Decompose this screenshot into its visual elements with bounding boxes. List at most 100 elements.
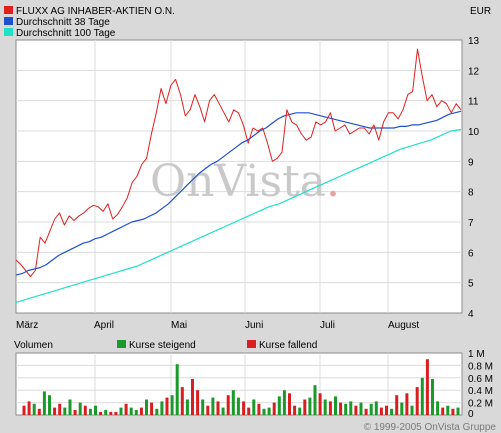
volume-bar [359, 402, 363, 415]
volume-bar [415, 387, 419, 415]
legend-label-price: FLUXX AG INHABER-AKTIEN O.N. [16, 6, 175, 17]
volume-bar [308, 397, 312, 415]
volume-bar [318, 393, 322, 415]
volume-bar [328, 401, 332, 415]
volume-bar [400, 402, 404, 415]
volume-bar [139, 407, 143, 415]
volume-bar [99, 411, 103, 415]
volume-bar [303, 399, 307, 415]
volume-bar [191, 379, 194, 415]
price-y-tick-label: 9 [468, 157, 474, 168]
volume-bar [420, 377, 424, 415]
volume-bar [236, 397, 240, 415]
volume-bar [451, 408, 455, 415]
volume-bar [124, 403, 128, 415]
price-y-tick-label: 4 [468, 309, 474, 320]
volume-bar [58, 403, 62, 415]
volume-bar [221, 407, 225, 415]
volume-bar [185, 399, 189, 415]
volume-bar [216, 401, 220, 415]
volume-bar [298, 407, 302, 415]
volume-bar [282, 390, 286, 415]
volume-bar [42, 391, 46, 415]
price-lines [15, 48, 462, 303]
volume-bar [201, 399, 205, 415]
price-y-tick-label: 11 [468, 97, 479, 108]
volume-bar [349, 401, 353, 415]
volume-bar [114, 411, 118, 415]
price-y-tick-label: 8 [468, 188, 474, 199]
volume-bar [78, 402, 82, 415]
volume-bar [262, 408, 266, 415]
price-y-tick-labels: 4 5 6 7 8 9 10 11 12 13 [468, 36, 480, 320]
volume-bar [53, 407, 57, 415]
volume-bar [63, 407, 67, 415]
volume-y-tick-label: 0.8 M [468, 361, 493, 372]
volume-legend-swatch-falling [247, 340, 256, 348]
price-y-tick-label: 10 [468, 127, 480, 138]
volume-bar [94, 405, 97, 415]
legend-swatch-price [4, 6, 13, 14]
volume-bar [395, 395, 399, 415]
volume-bar [252, 399, 256, 415]
series-line-2 [15, 128, 462, 303]
volume-bar [405, 393, 409, 415]
volume-bar [129, 407, 133, 415]
legend-swatch-avg38 [4, 17, 13, 25]
volume-bar [73, 410, 77, 415]
volume-bar [436, 401, 440, 415]
price-y-tick-label: 12 [468, 66, 480, 77]
volume-bar [441, 407, 445, 415]
volume-bar [293, 405, 297, 415]
volume-legend-rising: Kurse steigend [129, 340, 196, 351]
price-x-tick-label: August [388, 320, 419, 331]
volume-bar [374, 401, 378, 415]
volume-bar [267, 407, 271, 415]
volume-bar [37, 408, 41, 415]
volume-bar [104, 410, 108, 415]
volume-bar [369, 403, 373, 415]
volume-bar [272, 402, 276, 415]
series-line-0 [15, 48, 462, 278]
volume-bar [32, 403, 36, 415]
volume-bar [170, 395, 174, 415]
volume-bar [134, 410, 138, 415]
volume-y-tick-label: 0.2 M [468, 399, 493, 410]
volume-bar [390, 408, 394, 415]
price-y-tick-label: 6 [468, 248, 474, 259]
price-y-tick-label: 5 [468, 279, 474, 290]
volume-bar [410, 405, 414, 415]
volume-y-tick-label: 1 M [468, 349, 485, 360]
volume-bar [446, 405, 450, 415]
volume-bar [334, 396, 337, 415]
volume-bar [22, 405, 26, 415]
volume-y-tick-label: 0 [468, 409, 474, 420]
price-y-tick-label: 7 [468, 218, 474, 229]
volume-bar [27, 401, 31, 415]
volume-title: Volumen [14, 340, 53, 351]
volume-bar [354, 405, 358, 415]
volume-bar [431, 379, 434, 415]
volume-bar [165, 397, 169, 415]
volume-y-tick-label: 0.4 M [468, 386, 493, 397]
volume-bar [180, 387, 184, 415]
copyright: © 1999-2005 OnVista Gruppe [364, 422, 497, 433]
volume-bar [323, 399, 327, 415]
volume-bar [379, 407, 383, 415]
volume-bars [22, 359, 460, 415]
volume-bar [226, 395, 230, 415]
volume-bar [109, 411, 113, 415]
price-x-tick-label: April [94, 320, 114, 331]
volume-bar [344, 403, 348, 415]
volume-bar [257, 403, 261, 415]
volume-bar [425, 359, 429, 415]
price-x-tick-label: Mai [171, 320, 187, 331]
volume-bar [150, 402, 154, 415]
legend-label-avg38: Durchschnitt 38 Tage [16, 17, 110, 28]
volume-bar [48, 395, 51, 415]
price-x-tick-label: März [16, 320, 38, 331]
price-x-tick-labels: März April Mai Juni Juli August [16, 320, 419, 331]
volume-bar [160, 401, 164, 415]
